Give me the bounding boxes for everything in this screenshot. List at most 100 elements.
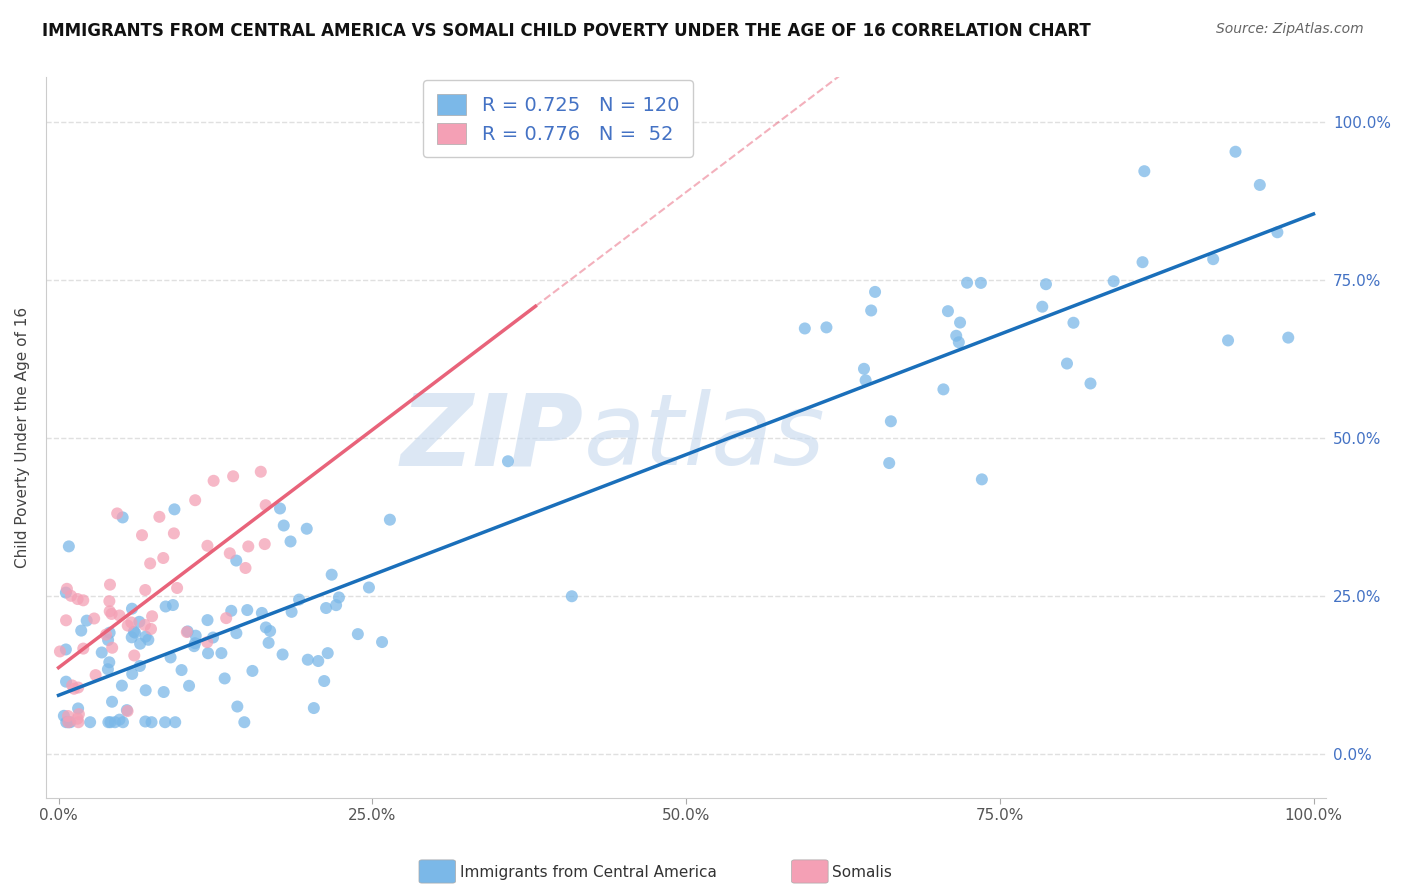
Point	[67, 715, 90, 730]
Point	[273, 518, 295, 533]
Point	[314, 673, 336, 688]
Point	[58, 715, 80, 730]
Point	[1202, 252, 1225, 267]
Point	[83, 611, 105, 625]
Point	[280, 605, 302, 619]
Point	[138, 632, 160, 647]
Point	[55, 674, 77, 689]
Point	[56, 582, 79, 596]
Point	[66, 592, 89, 607]
Point	[121, 667, 143, 681]
Point	[104, 715, 127, 730]
Point	[97, 633, 120, 648]
Point	[98, 655, 121, 669]
Point	[242, 664, 264, 678]
Point	[852, 361, 875, 376]
Point	[815, 320, 838, 334]
Point	[347, 627, 370, 641]
Point	[134, 618, 156, 632]
Point	[60, 678, 83, 692]
Point	[58, 540, 80, 554]
Point	[101, 640, 124, 655]
Point	[105, 507, 128, 521]
Point	[84, 668, 107, 682]
Point	[214, 672, 236, 686]
Text: Source: ZipAtlas.com: Source: ZipAtlas.com	[1216, 22, 1364, 37]
Point	[111, 679, 134, 693]
Y-axis label: Child Poverty Under the Age of 16: Child Poverty Under the Age of 16	[15, 307, 30, 568]
Point	[76, 614, 98, 628]
Point	[97, 715, 120, 730]
Point	[148, 509, 170, 524]
Point	[225, 553, 247, 567]
Point	[316, 646, 339, 660]
Point	[184, 636, 207, 650]
Point	[67, 707, 90, 722]
Point	[108, 713, 131, 727]
Point	[970, 472, 993, 486]
Point	[152, 685, 174, 699]
Point	[302, 701, 325, 715]
Point	[117, 704, 139, 718]
Point	[72, 593, 94, 607]
Point	[139, 622, 162, 636]
Point	[166, 581, 188, 595]
Point	[98, 594, 121, 608]
Point	[496, 454, 519, 468]
Point	[72, 641, 94, 656]
Point	[155, 599, 177, 614]
Point	[249, 465, 271, 479]
Point	[108, 608, 131, 623]
Point	[1267, 225, 1289, 239]
Point	[280, 534, 302, 549]
Point	[139, 557, 162, 571]
Point	[67, 701, 90, 715]
Point	[131, 528, 153, 542]
Point	[100, 607, 122, 621]
Point	[945, 328, 967, 343]
Point	[321, 567, 343, 582]
Point	[238, 540, 260, 554]
Text: ZIP: ZIP	[401, 389, 583, 486]
Point	[218, 546, 240, 560]
Point	[561, 589, 583, 603]
Point	[56, 709, 79, 723]
Point	[59, 715, 82, 730]
Point	[98, 577, 121, 591]
Point	[1132, 255, 1154, 269]
Point	[100, 715, 122, 730]
Point	[176, 625, 198, 640]
Point	[226, 699, 249, 714]
Point	[307, 654, 329, 668]
Point	[101, 695, 124, 709]
Point	[152, 551, 174, 566]
Point	[135, 630, 157, 644]
Point	[880, 414, 903, 428]
Point	[378, 513, 401, 527]
Point	[67, 681, 90, 695]
Point	[1216, 334, 1239, 348]
Point	[297, 653, 319, 667]
Point	[55, 613, 77, 627]
Point	[128, 659, 150, 673]
Point	[55, 585, 77, 599]
Legend: R = 0.725   N = 120, R = 0.776   N =  52: R = 0.725 N = 120, R = 0.776 N = 52	[423, 80, 693, 157]
Point	[134, 582, 156, 597]
Point	[201, 631, 224, 645]
Point	[111, 715, 134, 730]
Point	[120, 615, 142, 630]
Point	[121, 601, 143, 615]
Point	[202, 474, 225, 488]
Point	[97, 662, 120, 676]
Point	[122, 624, 145, 639]
Point	[153, 715, 176, 730]
Point	[79, 715, 101, 730]
Point	[371, 635, 394, 649]
Point	[128, 615, 150, 629]
Point	[209, 646, 232, 660]
Point	[932, 383, 955, 397]
Point	[90, 645, 112, 659]
Point	[1133, 164, 1156, 178]
Point	[1277, 330, 1299, 344]
Point	[184, 629, 207, 643]
